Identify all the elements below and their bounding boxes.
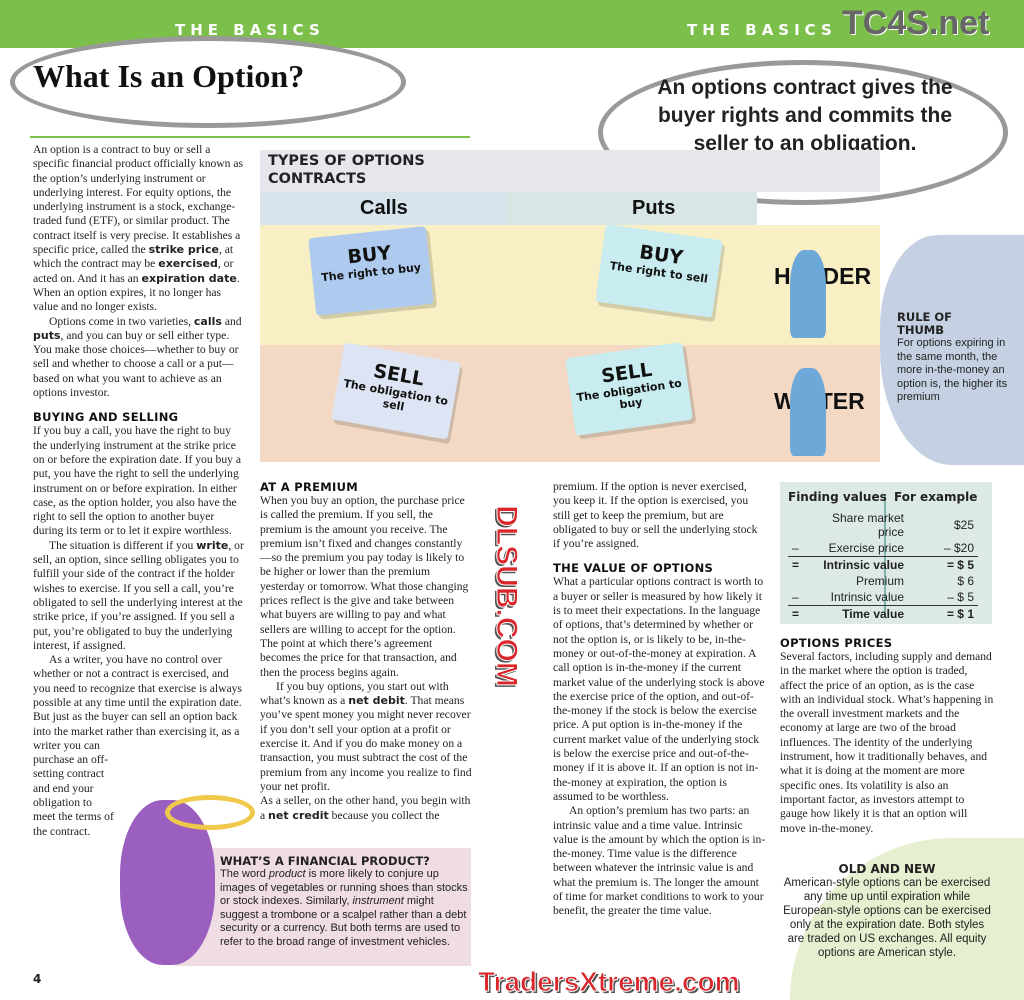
page-title: What Is an Option? xyxy=(33,58,305,94)
section-label-left: THE BASICS xyxy=(175,21,325,39)
column-3: premium. If the option is never exercise… xyxy=(553,480,766,918)
column-4: OPTIONS PRICES Several factors, includin… xyxy=(780,636,994,835)
card-buy-call: BUY The right to buy xyxy=(308,226,434,316)
calls-label: Calls xyxy=(360,197,408,219)
card-buy-put: BUY The right to sell xyxy=(595,224,723,318)
puts-header xyxy=(507,192,757,225)
column-2: AT A PREMIUM When you buy an option, the… xyxy=(260,480,472,822)
finding-values-box: Finding values For example Share market … xyxy=(780,482,992,624)
page-number: 4 xyxy=(33,972,42,986)
financial-product-box xyxy=(175,848,471,966)
heading-buying-selling: BUYING AND SELLING xyxy=(33,410,179,425)
holder-figure-icon xyxy=(790,250,826,338)
watermark-tc4s: TC4S.net xyxy=(842,4,990,42)
title-bubble xyxy=(10,36,406,128)
values-table: Share market price $25 – Exercise price – $… xyxy=(788,510,978,622)
puts-label: Puts xyxy=(632,197,676,219)
thumb-icon xyxy=(880,235,1024,465)
diagram-title: TYPES OF OPTIONS CONTRACTS xyxy=(268,153,425,187)
writer-figure-icon xyxy=(790,368,826,456)
callout-text: An options contract gives the buyer righ… xyxy=(657,76,953,155)
watermark-dlsub: DLSUB.COM xyxy=(490,505,524,688)
rule-of-thumb: RULE OF THUMB For options expiring in th… xyxy=(897,310,1008,404)
financial-product-text: WHAT’S A FINANCIAL PRODUCT? The word pro… xyxy=(220,854,468,948)
title-rule xyxy=(30,136,470,138)
column-1: An option is a contract to buy or sell a… xyxy=(33,143,247,839)
calls-header xyxy=(260,192,507,225)
trombone-icon xyxy=(165,795,255,830)
watermark-tradersxtreme: TradersXtreme.com xyxy=(477,966,740,998)
section-label-right: THE BASICS xyxy=(687,21,837,39)
card-sell-put: SELL The obligation to buy xyxy=(565,342,693,436)
old-and-new: OLD AND NEW American-style options can b… xyxy=(783,862,991,959)
diagram-title-bar xyxy=(260,150,880,192)
